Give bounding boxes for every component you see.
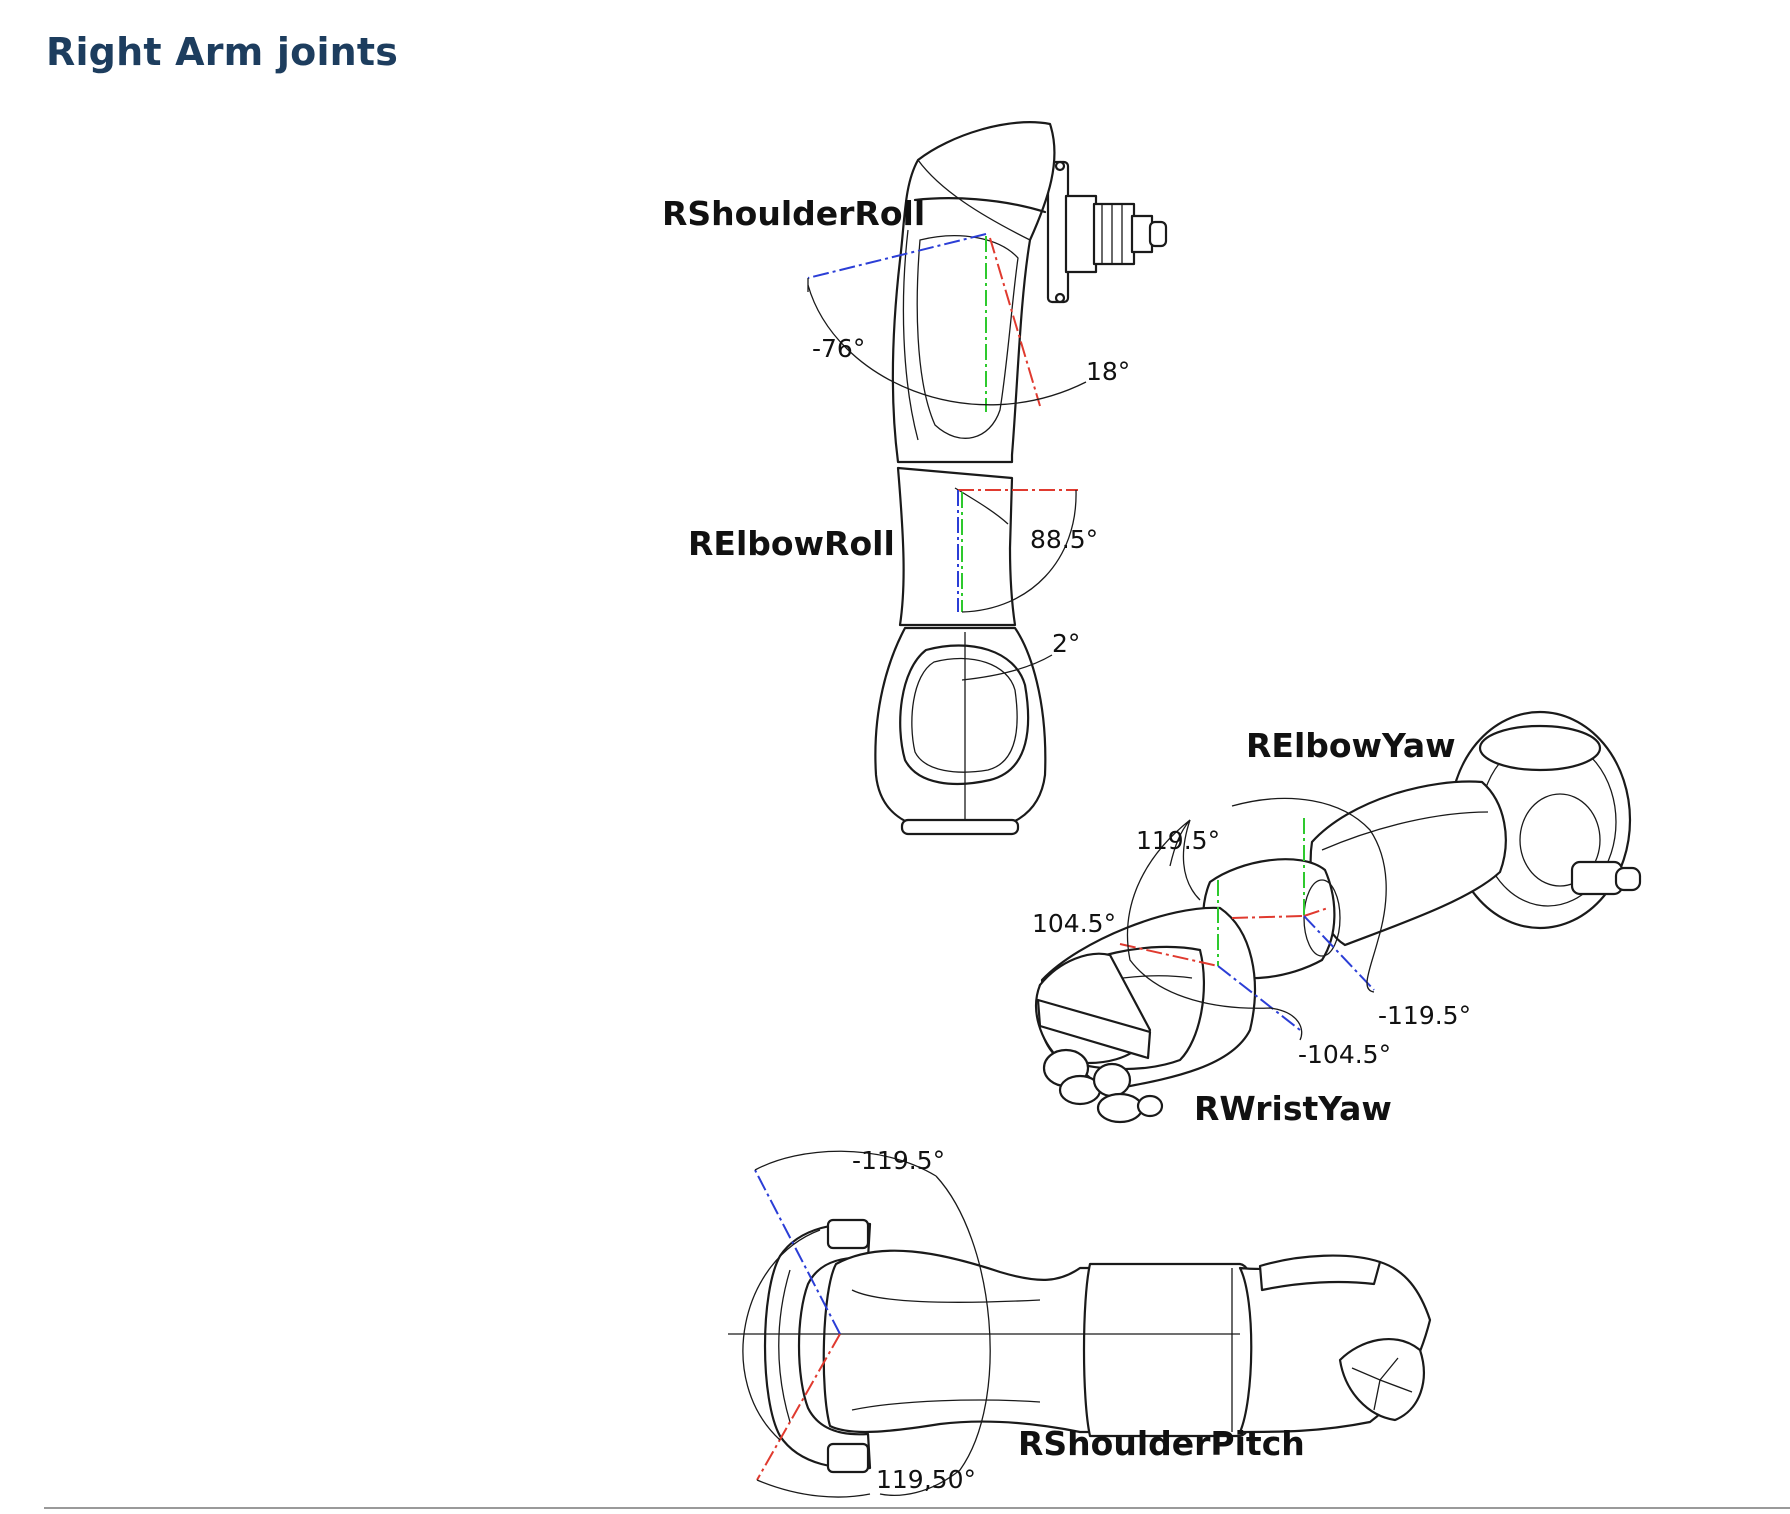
shoulder-pitch-range-arc-inner xyxy=(742,1229,821,1441)
arm-side-view xyxy=(728,1150,1432,1498)
wrist-yaw-blue-axis xyxy=(1217,965,1301,1031)
elbow-roll-max-angle: 88.5° xyxy=(1030,525,1098,554)
shoulder-pitch-blue-axis xyxy=(754,1169,841,1335)
forearm-segment-horizontal xyxy=(1082,1262,1263,1438)
upper-arm-segment-horizontal xyxy=(822,1249,1094,1434)
forearm-isometric-view xyxy=(1035,710,1642,1124)
upper-arm-shell xyxy=(891,121,1056,464)
elbow-segment xyxy=(896,466,1017,627)
section-divider xyxy=(44,1507,1790,1509)
wrist-yaw-max-angle: 104.5° xyxy=(1032,909,1116,938)
wrist-yaw-min-angle: -104.5° xyxy=(1298,1040,1391,1069)
elbow-yaw-range-arc xyxy=(1231,797,1387,993)
shoulder-roll-range-arc xyxy=(807,284,1087,406)
elbow-roll-label: RElbowRoll xyxy=(688,524,895,563)
shoulder-cap xyxy=(763,1222,872,1470)
shoulder-roll-max-angle: 18° xyxy=(1086,357,1130,386)
elbow-yaw-blue-axis xyxy=(1303,915,1375,991)
shoulder-pitch-label: RShoulderPitch xyxy=(1018,1424,1305,1463)
elbow-yaw-label: RElbowYaw xyxy=(1246,726,1456,765)
wrist-yaw-label: RWristYaw xyxy=(1194,1089,1392,1128)
shoulder-roll-blue-axis xyxy=(807,233,987,279)
shoulder-roll-red-axis xyxy=(989,237,1041,407)
hand-fingers-drawing xyxy=(1042,1048,1164,1124)
elbow-yaw-max-angle: 119.5° xyxy=(1136,826,1220,855)
shoulder-roll-min-angle: -76° xyxy=(812,334,865,363)
elbow-roll-range-arc xyxy=(961,489,1077,613)
elbow-roll-min-angle: 2° xyxy=(1052,629,1080,658)
shoulder-pitch-min-angle: -119.5° xyxy=(852,1146,945,1175)
shoulder-pitch-max-angle: 119,50° xyxy=(876,1465,976,1494)
shoulder-roll-label: RShoulderRoll xyxy=(662,194,925,233)
page-title: Right Arm joints xyxy=(46,30,399,74)
elbow-yaw-min-angle: -119.5° xyxy=(1378,1001,1471,1030)
shoulder-connector-drawing xyxy=(1046,160,1168,304)
shoulder-pitch-range-arc-outer xyxy=(754,1150,937,1177)
wrist-yaw-range-arc xyxy=(1126,819,1303,1041)
shoulder-pitch-red-axis xyxy=(756,1333,841,1481)
upper-arm-front-view xyxy=(807,121,1168,836)
